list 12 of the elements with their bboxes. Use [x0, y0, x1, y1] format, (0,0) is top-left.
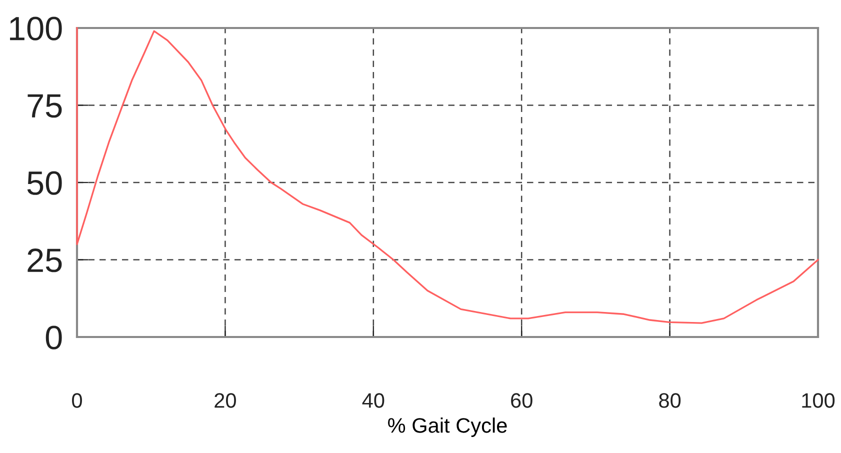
y-tick-label: 25 [28, 248, 62, 272]
x-tick-label: 60 [511, 393, 532, 408]
x-tick-label: 80 [659, 393, 681, 408]
x-axis-title: % Gait Cycle [388, 418, 507, 437]
x-tick-label: 0 [72, 393, 82, 408]
x-tick-label: 100 [802, 393, 835, 408]
x-tick-label: 20 [214, 393, 236, 408]
y-tick-label: 50 [27, 171, 62, 195]
y-tick-label: 75 [28, 94, 62, 118]
y-tick-label: 0 [46, 326, 62, 350]
x-tick-label: 40 [362, 393, 384, 408]
y-tick-label: 100 [10, 16, 62, 40]
